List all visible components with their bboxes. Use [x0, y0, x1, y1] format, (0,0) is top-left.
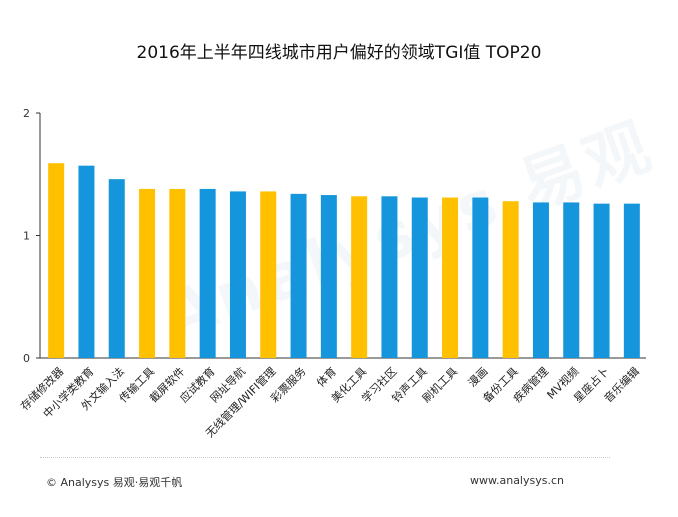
bar [290, 193, 307, 358]
x-tick-label: 体育 [314, 364, 339, 389]
bar [351, 196, 368, 358]
bar [169, 188, 186, 358]
bar [199, 188, 216, 358]
bar [593, 203, 610, 358]
bar [108, 179, 125, 358]
footer-divider [40, 457, 610, 458]
bar [78, 165, 95, 358]
bar [472, 197, 489, 358]
x-axis-labels: 存储修改器中小学类教育外文输入法传输工具截屏软件应试教育网址导航无线管理/WIF… [17, 364, 641, 440]
y-tick-label: 0 [23, 352, 30, 365]
chart-title: 2016年上半年四线城市用户偏好的领域TGI值 TOP20 [136, 43, 542, 63]
bar [563, 202, 580, 358]
bar [502, 201, 519, 358]
bar [260, 191, 277, 358]
footer-copyright: © Analysys 易观·易观千帆 [46, 476, 183, 489]
x-tick-label: 漫画 [465, 364, 490, 389]
bar [48, 163, 65, 358]
footer-website: www.analysys.cn [470, 474, 564, 487]
bar [442, 197, 459, 358]
y-tick-label: 2 [23, 107, 30, 120]
bar [411, 197, 428, 358]
bar [532, 202, 549, 358]
y-tick-label: 1 [23, 230, 30, 243]
bar [139, 188, 156, 358]
bar [320, 195, 337, 358]
bar [229, 191, 246, 358]
bar-series [48, 163, 640, 358]
bar [623, 203, 640, 358]
bar [381, 196, 398, 358]
